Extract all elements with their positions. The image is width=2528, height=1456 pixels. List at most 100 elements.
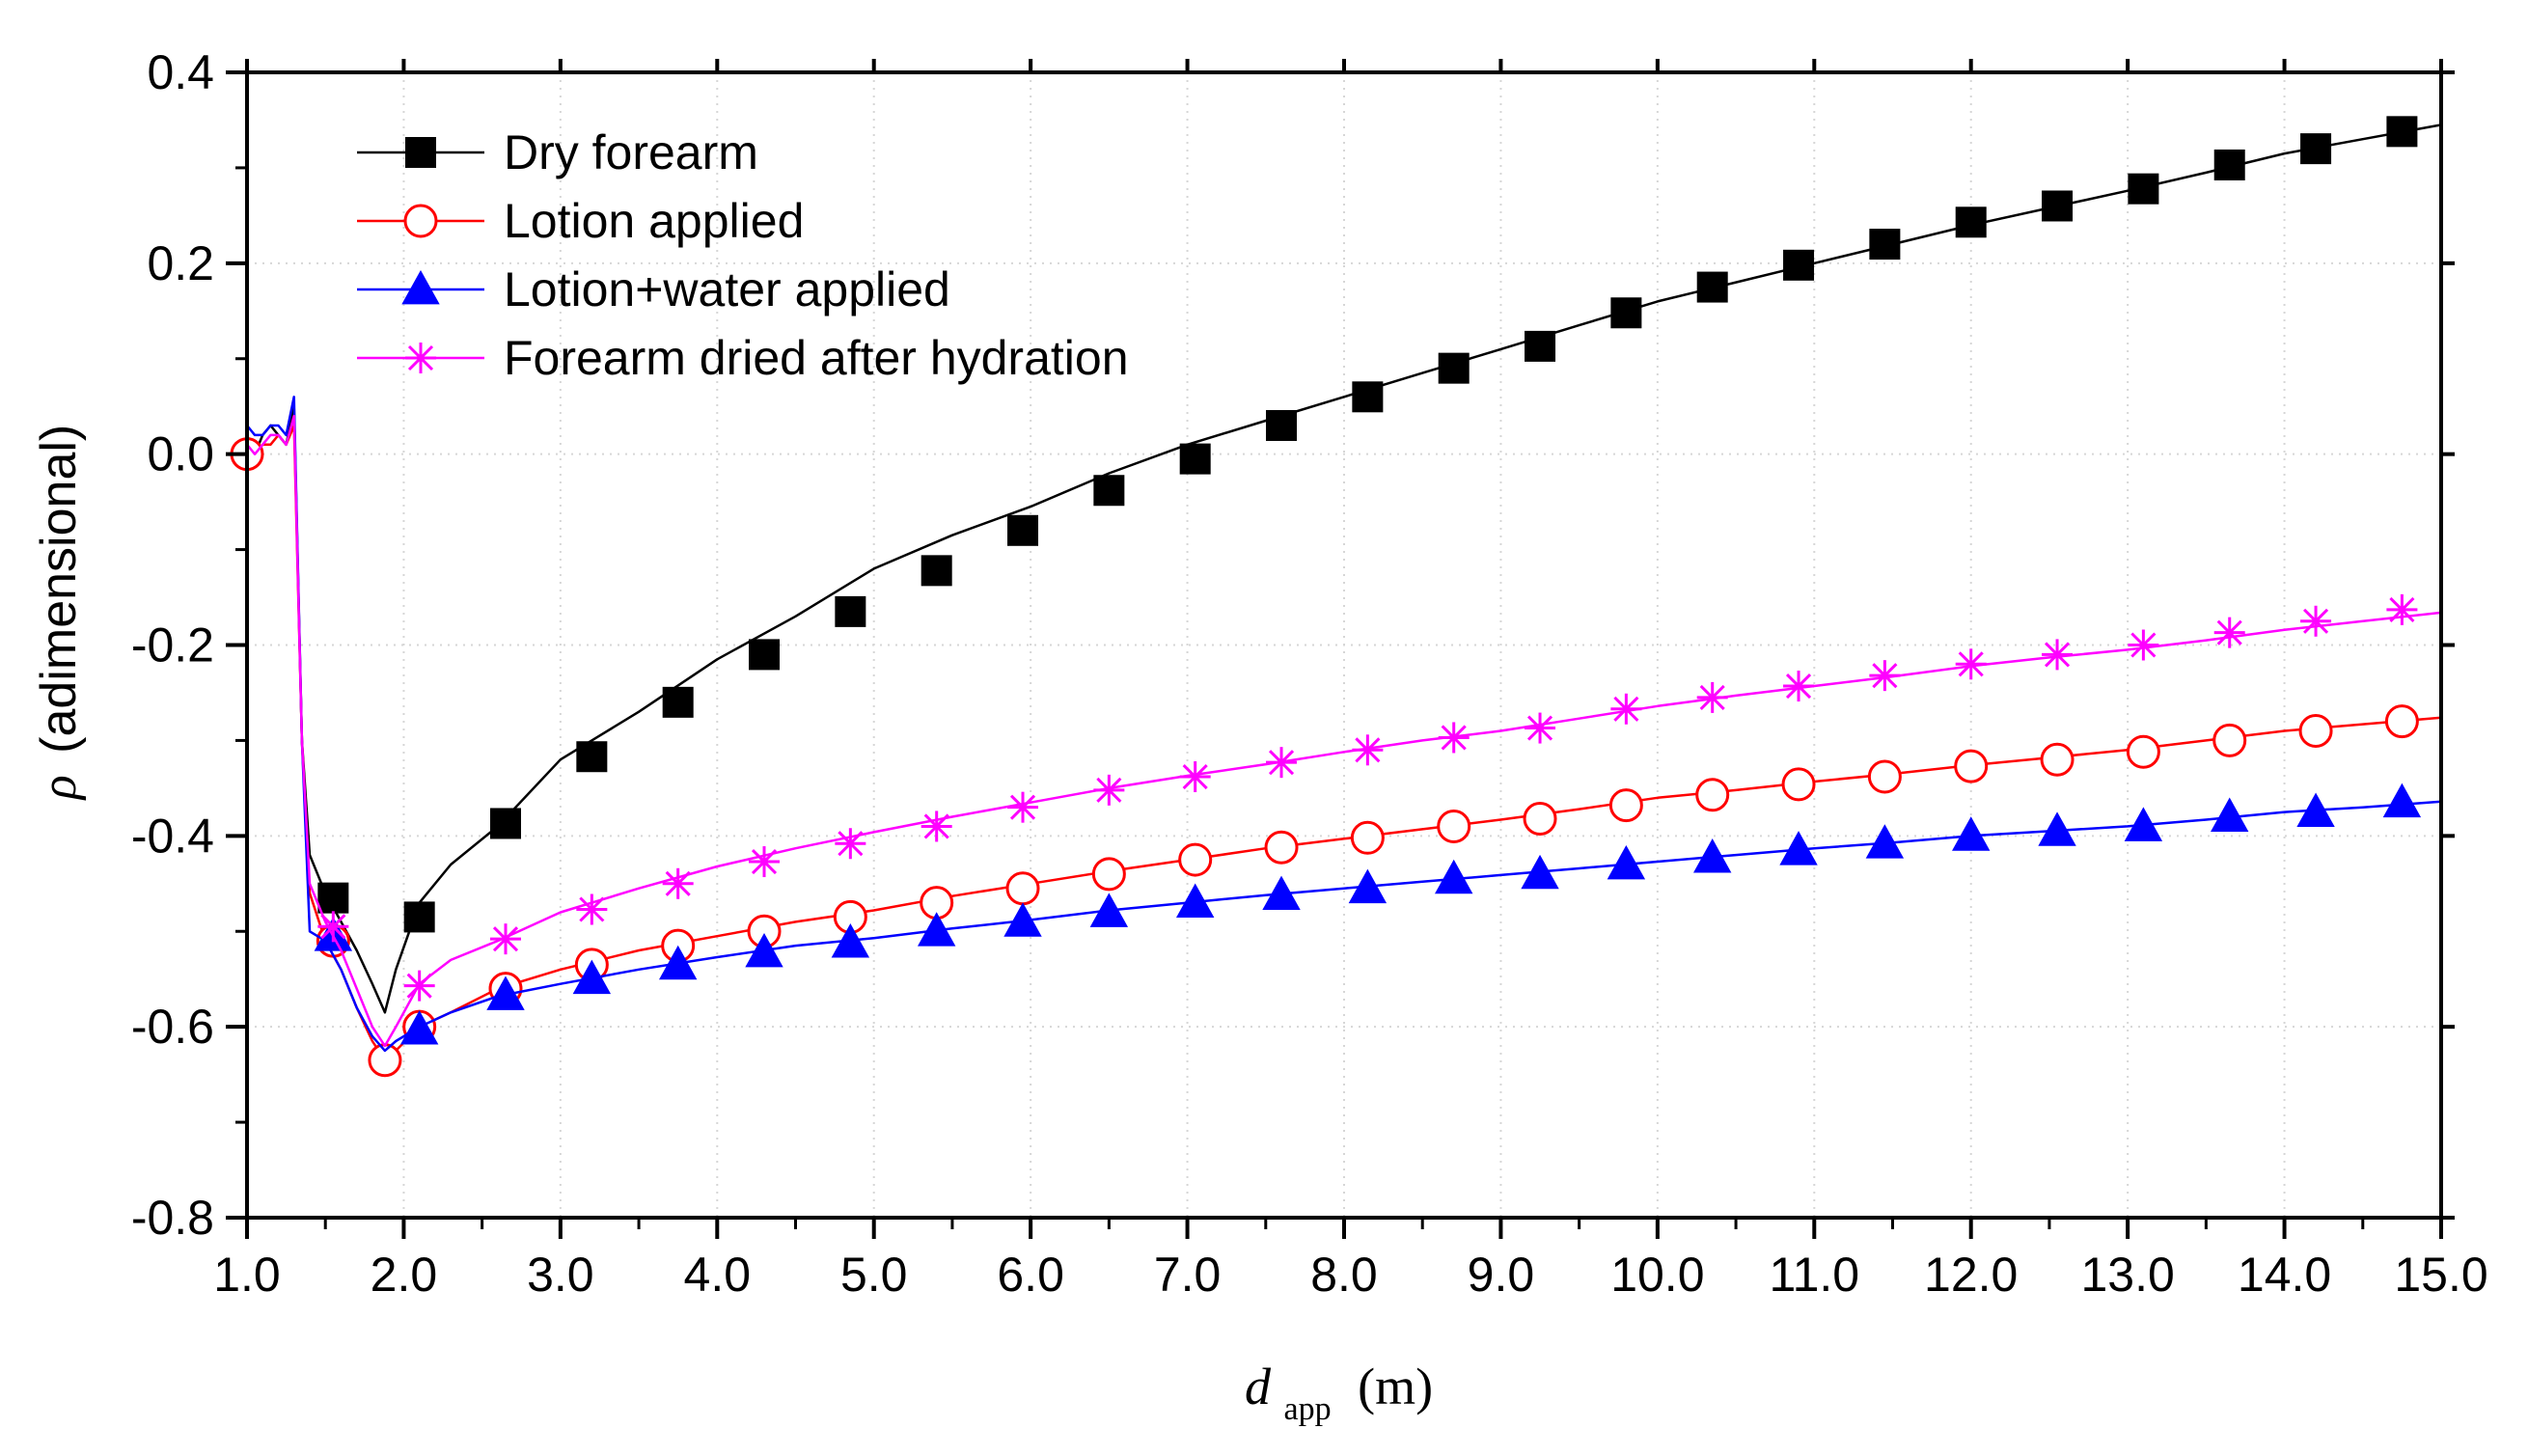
asterisk-stroke	[1699, 684, 1725, 710]
data-point-lotion-water-applied	[2382, 783, 2422, 818]
asterisk-stroke	[1441, 725, 1467, 751]
legend-entry-lotion-applied: Lotion applied	[357, 194, 804, 248]
data-point-lotion-water-applied	[2211, 797, 2249, 832]
data-point-dry-forearm	[921, 555, 952, 587]
legend-entry-dry-forearm: Dry forearm	[357, 125, 758, 179]
asterisk-stroke	[1096, 777, 1122, 803]
data-point-forearm-dried-after-hydration	[403, 970, 435, 1002]
data-point-forearm-dried-after-hydration	[835, 828, 866, 860]
data-point-lotion-water-applied	[2296, 792, 2335, 828]
data-point-lotion-water-applied	[1779, 831, 1818, 865]
data-point-lotion-applied	[1781, 767, 1816, 802]
data-point-forearm-dried-after-hydration	[1869, 660, 1901, 692]
data-point-dry-forearm	[1869, 229, 1901, 261]
data-point-forearm-dried-after-hydration	[921, 810, 952, 842]
data-point-lotion-applied	[1005, 871, 1040, 906]
asterisk-stroke	[665, 870, 691, 896]
asterisk-stroke	[1182, 763, 1208, 790]
legend-label: Forearm dried after hydration	[504, 331, 1129, 385]
asterisk-stroke	[492, 926, 519, 952]
data-point-lotion-water-applied	[1952, 816, 1991, 851]
legend-marker	[401, 269, 440, 305]
x-tick-label: 5.0	[840, 1248, 908, 1302]
asterisk-stroke	[923, 813, 949, 839]
asterisk-stroke	[406, 973, 432, 999]
data-point-forearm-dried-after-hydration	[2213, 617, 2245, 648]
data-point-lotion-applied	[1178, 842, 1213, 877]
data-point-forearm-dried-after-hydration	[1438, 722, 1470, 754]
data-point-dry-forearm	[1955, 206, 1987, 238]
data-point-dry-forearm	[1696, 271, 1728, 303]
data-point-lotion-water-applied	[1865, 824, 1905, 859]
legend-label: Lotion+water applied	[504, 262, 950, 316]
data-point-forearm-dried-after-hydration	[317, 911, 349, 943]
data-point-forearm-dried-after-hydration	[1179, 761, 1211, 793]
series-group	[230, 116, 2442, 1078]
x-tick-label: 7.0	[1154, 1248, 1222, 1302]
data-point-dry-forearm	[2213, 149, 2245, 180]
data-point-lotion-water-applied	[1435, 859, 1473, 894]
x-tick-label: 14.0	[2238, 1248, 2331, 1302]
data-point-dry-forearm	[490, 808, 522, 839]
legend-entry-lotion-water-applied: Lotion+water applied	[357, 262, 950, 316]
data-point-forearm-dried-after-hydration	[1783, 671, 1815, 702]
legend: Dry forearm Lotion applied Lotion+water ap…	[357, 125, 1129, 385]
tick-labels: 1.0 2.0 3.0 4.0 5.0 6.0 7.0 8.0 9.0 10.0 11.0 12.0 1…	[131, 45, 2488, 1302]
data-point-lotion-applied	[1608, 788, 1643, 823]
asterisk-stroke	[320, 914, 346, 940]
x-axis-subscript: app	[1284, 1391, 1332, 1427]
asterisk-stroke	[1872, 663, 1898, 689]
grid	[247, 72, 2441, 1218]
x-tick-label: 10.0	[1610, 1248, 1704, 1302]
data-point-dry-forearm	[2128, 173, 2159, 205]
x-tick-label: 13.0	[2080, 1248, 2174, 1302]
data-point-lotion-water-applied	[745, 932, 783, 968]
data-point-dry-forearm	[317, 882, 349, 914]
data-point-forearm-dried-after-hydration	[662, 867, 694, 899]
asterisk-stroke	[2302, 608, 2329, 634]
data-point-lotion-applied	[1091, 857, 1126, 892]
data-point-dry-forearm	[1525, 330, 1556, 362]
data-point-dry-forearm	[1438, 352, 1470, 384]
y-tick-label: 0.2	[147, 236, 214, 290]
data-point-dry-forearm	[835, 595, 866, 627]
data-point-lotion-water-applied	[658, 945, 698, 980]
legend-label: Lotion applied	[504, 194, 804, 248]
series-forearm-dried-after-hydration	[246, 414, 2442, 1048]
x-tick-label: 6.0	[997, 1248, 1064, 1302]
data-point-dry-forearm	[403, 901, 435, 933]
data-point-lotion-applied	[1437, 809, 1471, 843]
asterisk-stroke	[838, 831, 864, 857]
data-point-lotion-water-applied	[399, 1010, 439, 1045]
data-point-lotion-water-applied	[572, 959, 612, 995]
data-point-lotion-water-applied	[1003, 902, 1042, 937]
legend-marker	[405, 343, 436, 373]
data-point-lotion-applied	[2126, 734, 2160, 769]
data-point-forearm-dried-after-hydration	[576, 893, 608, 925]
data-point-lotion-water-applied	[1607, 844, 1646, 880]
data-point-forearm-dried-after-hydration	[2386, 593, 2418, 625]
data-point-lotion-water-applied	[1089, 893, 1129, 927]
data-point-forearm-dried-after-hydration	[749, 846, 781, 878]
data-point-forearm-dried-after-hydration	[1525, 712, 1556, 744]
data-point-dry-forearm	[2300, 133, 2332, 165]
y-axis-text: (adimensional)	[31, 425, 87, 754]
legend-marker	[405, 137, 436, 168]
legend-entry-forearm-dried-after-hydration: Forearm dried after hydration	[357, 331, 1129, 385]
data-point-dry-forearm	[1783, 249, 1815, 281]
data-point-lotion-applied	[2040, 742, 2075, 777]
data-point-dry-forearm	[1610, 297, 1642, 329]
y-tick-label: 0.4	[147, 45, 214, 99]
x-axis-unit: (m)	[1358, 1358, 1433, 1415]
data-point-forearm-dried-after-hydration	[1696, 681, 1728, 713]
data-point-lotion-water-applied	[1348, 868, 1388, 904]
x-tick-label: 11.0	[1769, 1248, 1859, 1302]
data-point-lotion-applied	[1350, 820, 1385, 855]
data-point-dry-forearm	[1179, 443, 1211, 475]
data-point-lotion-applied	[2298, 714, 2333, 749]
data-point-dry-forearm	[2386, 116, 2418, 148]
data-point-lotion-water-applied	[917, 912, 956, 947]
data-point-lotion-water-applied	[2124, 807, 2163, 841]
asterisk-stroke	[1355, 737, 1381, 763]
data-point-lotion-water-applied	[2038, 811, 2076, 846]
